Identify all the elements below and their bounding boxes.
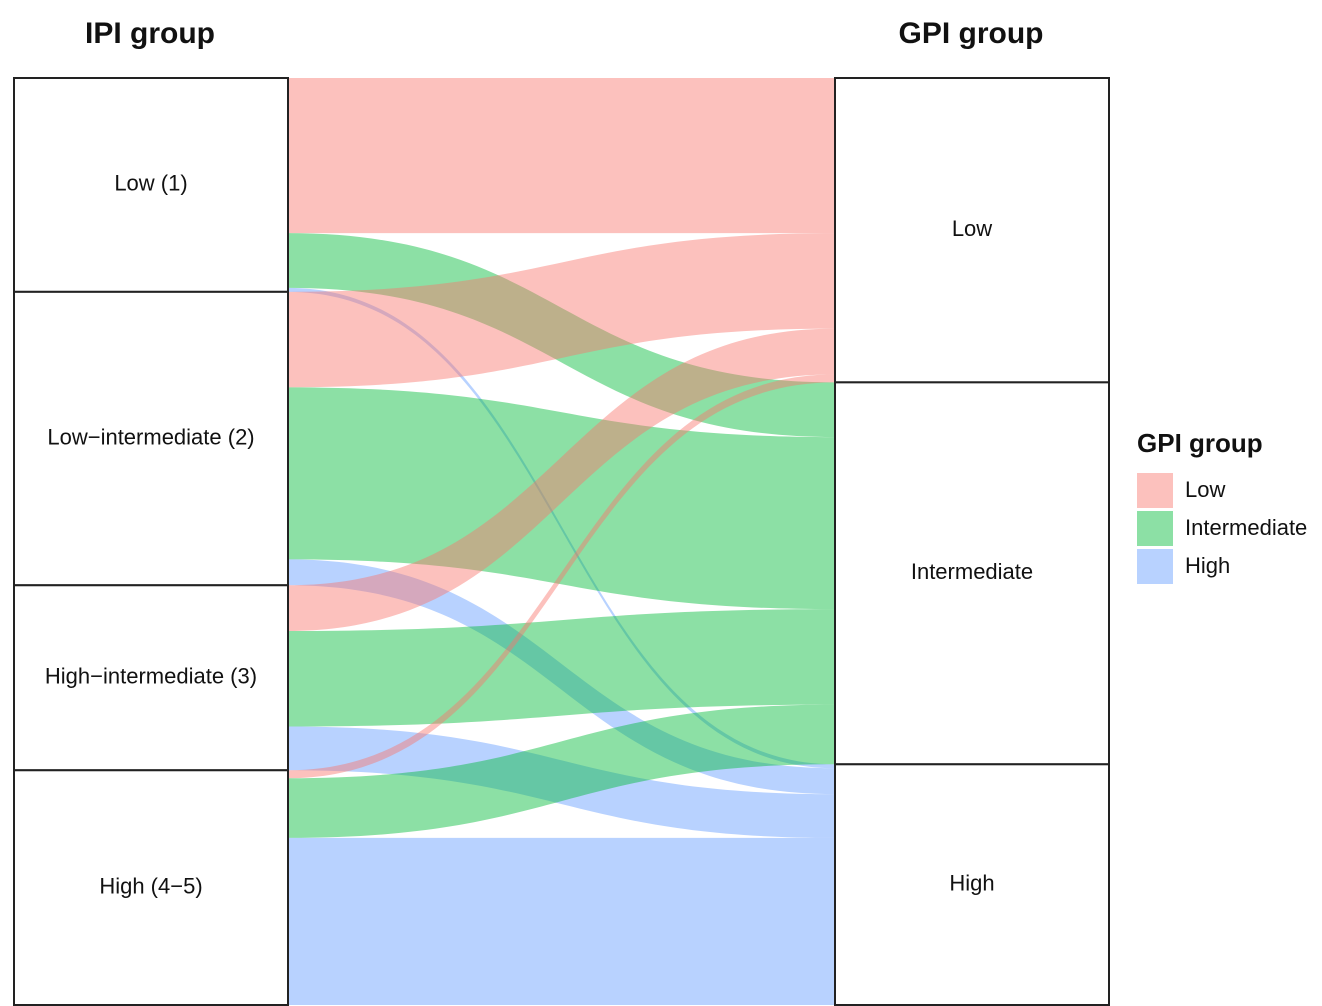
stratum xyxy=(834,763,1110,1006)
stratum xyxy=(13,290,289,587)
stratum xyxy=(13,77,289,293)
flow xyxy=(288,233,835,438)
stratum-label: High (4−5) xyxy=(99,873,202,898)
stratum xyxy=(834,77,1110,384)
stratum-label: Intermediate xyxy=(911,559,1033,584)
legend-title: GPI group xyxy=(1137,428,1263,458)
stratum xyxy=(834,381,1110,766)
stratum-label: High xyxy=(949,870,994,895)
stratum-label: Low (1) xyxy=(114,171,187,196)
legend-swatch xyxy=(1137,549,1173,584)
legend-swatch xyxy=(1137,511,1173,546)
flow xyxy=(288,374,835,779)
flow xyxy=(288,287,835,769)
flow xyxy=(288,837,835,1005)
legend-label: Intermediate xyxy=(1185,515,1307,540)
stratum-label: Low−intermediate (2) xyxy=(47,424,254,449)
right-title: GPI group xyxy=(899,17,1044,50)
flow xyxy=(288,609,835,727)
legend-swatch xyxy=(1137,473,1173,508)
legend-label: High xyxy=(1185,553,1230,578)
stratum-label: High−intermediate (3) xyxy=(45,664,257,689)
legend-label: Low xyxy=(1185,477,1225,502)
flow xyxy=(288,233,835,388)
flow xyxy=(288,704,835,838)
flow xyxy=(288,387,835,610)
flow xyxy=(288,559,835,795)
flow xyxy=(288,726,835,838)
flow xyxy=(288,78,835,234)
flow xyxy=(288,328,835,632)
stratum xyxy=(13,769,289,1006)
stratum xyxy=(13,584,289,772)
stratum-label: Low xyxy=(952,216,992,241)
left-title: IPI group xyxy=(85,17,215,50)
